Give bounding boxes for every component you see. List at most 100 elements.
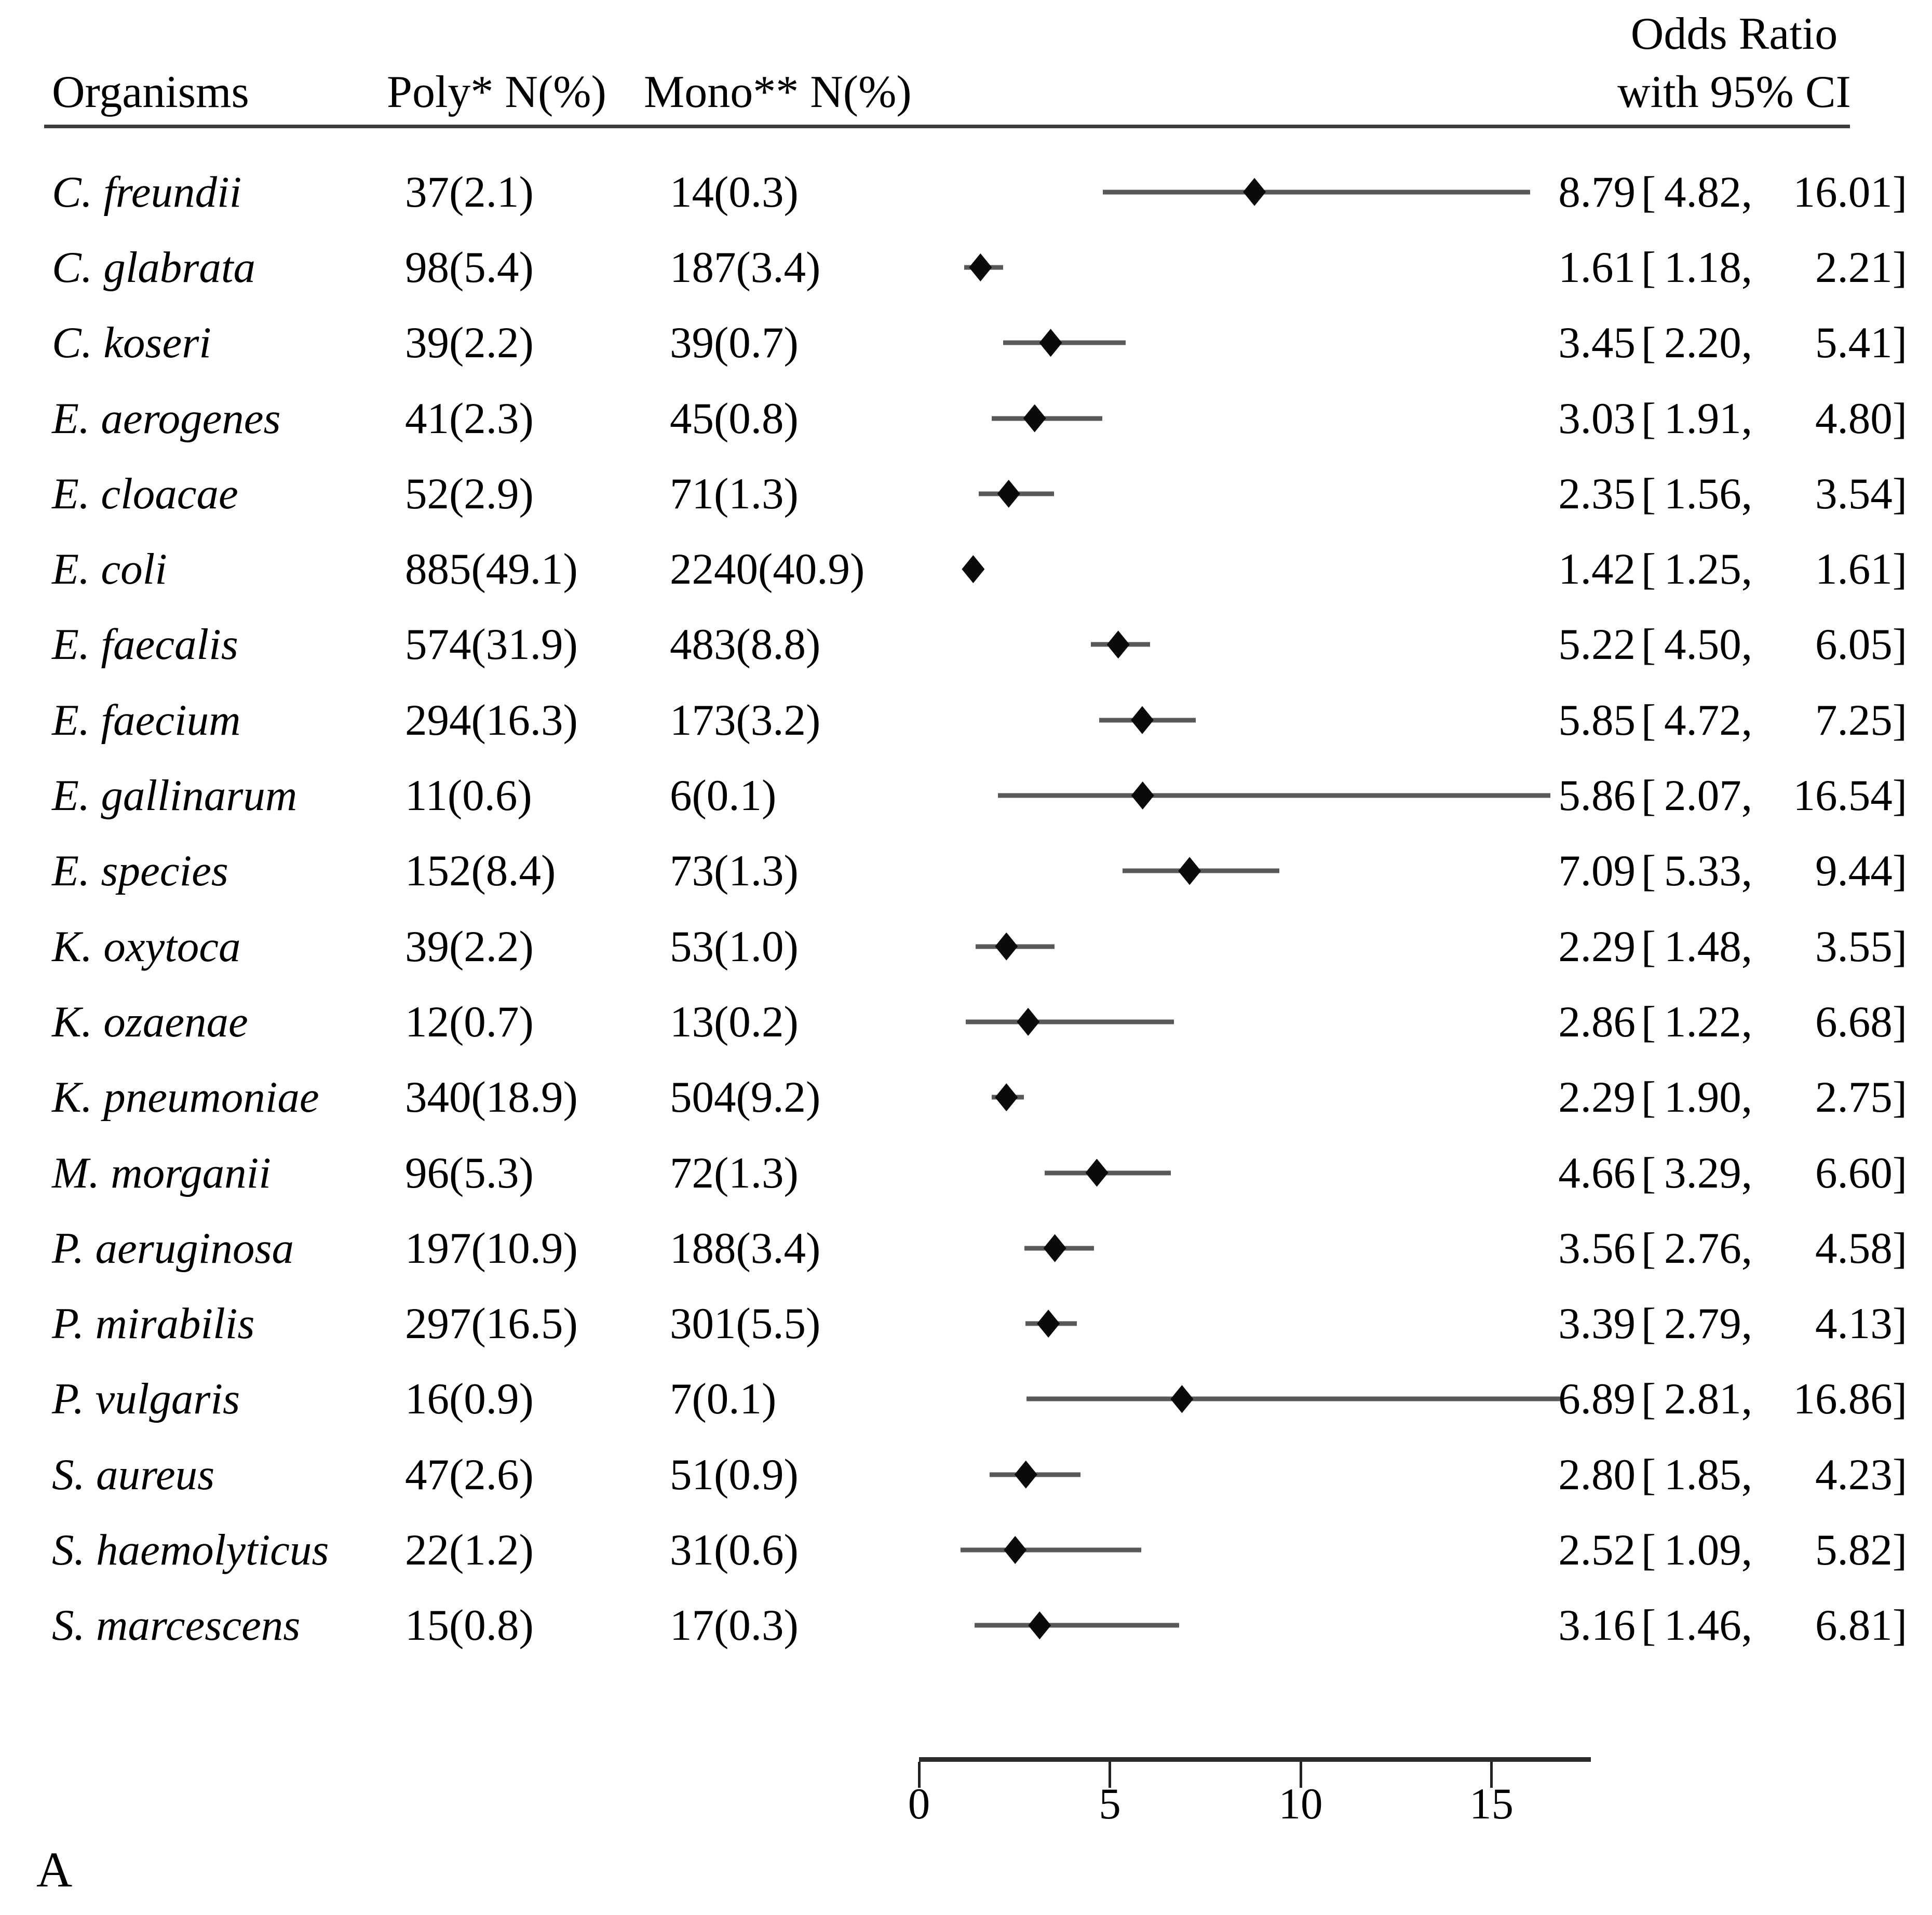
odds-ratio-value: 2.52 <box>1558 1525 1636 1574</box>
x-axis-tick <box>1299 1762 1302 1788</box>
odds-ratio-text: 2.52 [ 1.09, 5.82] <box>1558 1525 1907 1575</box>
ci-lower-bound: 2.20, <box>1664 318 1752 368</box>
ci-plot-area <box>919 1437 1615 1512</box>
odds-ratio-value: 2.86 <box>1558 997 1636 1046</box>
odds-ratio-text: 5.22 [ 4.50, 6.05] <box>1558 619 1907 670</box>
forest-row: E. coli 885(49.1) 2240(40.9) 1.42 [ 1.25… <box>0 531 1932 606</box>
poly-count: 12(0.7) <box>405 997 534 1046</box>
odds-ratio-value: 7.09 <box>1558 846 1636 896</box>
ci-upper-bound: 2.75] <box>1815 1073 1907 1122</box>
mono-count: 7(0.1) <box>670 1374 777 1424</box>
forest-row: E. faecium 294(16.3) 173(3.2) 5.85 [ 4.7… <box>0 682 1932 758</box>
ci-lower-bound: 1.48, <box>1664 922 1752 971</box>
poly-count: 37(2.1) <box>405 167 534 217</box>
ci-upper-bound: 5.41] <box>1815 318 1907 368</box>
ci-upper-bound: 9.44] <box>1815 846 1907 896</box>
poly-count: 294(16.3) <box>405 695 578 745</box>
odds-ratio-diamond-marker <box>962 555 985 584</box>
ci-lower-bound: 1.85, <box>1664 1450 1752 1499</box>
odds-ratio-value: 8.79 <box>1558 167 1636 217</box>
mono-count: 2240(40.9) <box>670 545 865 594</box>
confidence-interval-line <box>1103 190 1530 195</box>
ci-upper-bound: 7.25] <box>1815 695 1907 745</box>
organism-name: E. faecium <box>52 695 241 745</box>
x-axis-tick-label: 0 <box>908 1779 930 1828</box>
odds-ratio-text: 5.85 [ 4.72, 7.25] <box>1558 695 1907 746</box>
odds-ratio-text: 2.35 [ 1.56, 3.54] <box>1558 468 1907 519</box>
x-axis-tick <box>917 1762 921 1788</box>
odds-ratio-text: 1.61 [ 1.18, 2.21] <box>1558 242 1907 293</box>
odds-ratio-value: 3.39 <box>1558 1299 1636 1348</box>
odds-ratio-value: 2.29 <box>1558 1073 1636 1122</box>
odds-ratio-diamond-marker <box>1170 1385 1194 1413</box>
odds-ratio-text: 3.16 [ 1.46, 6.81] <box>1558 1600 1907 1651</box>
forest-rows: C. freundii 37(2.1) 14(0.3) 8.79 [ 4.82,… <box>0 154 1932 1663</box>
ci-upper-bound: 16.54] <box>1793 771 1907 820</box>
ci-lower-bound: 1.22, <box>1664 997 1752 1046</box>
poly-count: 16(0.9) <box>405 1374 534 1424</box>
organism-name: K. oxytoca <box>52 922 241 971</box>
ci-open-bracket: [ <box>1641 1374 1656 1424</box>
column-header-poly: Poly* N(%) <box>387 67 606 117</box>
odds-ratio-diamond-marker <box>1243 178 1266 206</box>
ci-open-bracket: [ <box>1641 242 1656 292</box>
odds-ratio-diamond-marker <box>997 479 1020 508</box>
odds-ratio-diamond-marker <box>1131 781 1154 810</box>
organism-name: S. aureus <box>52 1450 215 1499</box>
ci-plot-area <box>919 1361 1615 1437</box>
ci-plot-area <box>919 305 1615 381</box>
organism-name: P. aeruginosa <box>52 1223 294 1273</box>
x-axis-tick-label: 5 <box>1099 1779 1121 1828</box>
confidence-interval-line <box>998 793 1550 798</box>
odds-ratio-diamond-marker <box>995 932 1018 961</box>
ci-open-bracket: [ <box>1641 318 1656 368</box>
ci-upper-bound: 6.68] <box>1815 997 1907 1046</box>
odds-ratio-header-line2: with 95% CI <box>1617 67 1851 117</box>
odds-ratio-text: 2.29 [ 1.48, 3.55] <box>1558 921 1907 972</box>
x-axis-tick <box>1490 1762 1493 1788</box>
odds-ratio-diamond-marker <box>1023 404 1046 433</box>
organism-name: K. pneumoniae <box>52 1073 319 1122</box>
mono-count: 72(1.3) <box>670 1148 799 1197</box>
odds-ratio-text: 5.86 [ 2.07, 16.54] <box>1558 770 1907 821</box>
ci-plot-area <box>919 1588 1615 1663</box>
ci-plot-area <box>919 833 1615 909</box>
forest-row: K. oxytoca 39(2.2) 53(1.0) 2.29 [ 1.48, … <box>0 909 1932 984</box>
poly-count: 41(2.3) <box>405 394 534 443</box>
x-axis-tick-label: 15 <box>1469 1779 1514 1828</box>
ci-upper-bound: 16.01] <box>1793 167 1907 217</box>
odds-ratio-value: 5.85 <box>1558 695 1636 745</box>
odds-ratio-text: 3.03 [ 1.91, 4.80] <box>1558 393 1907 444</box>
mono-count: 73(1.3) <box>670 846 799 896</box>
ci-lower-bound: 4.50, <box>1664 620 1752 669</box>
ci-lower-bound: 4.82, <box>1664 167 1752 217</box>
odds-ratio-diamond-marker <box>1028 1611 1051 1640</box>
ci-lower-bound: 1.18, <box>1664 242 1752 292</box>
ci-plot-area <box>919 1210 1615 1286</box>
confidence-interval-line <box>1003 340 1126 345</box>
mono-count: 17(0.3) <box>670 1601 799 1650</box>
ci-open-bracket: [ <box>1641 1223 1656 1273</box>
organism-name: K. ozaenae <box>52 997 248 1046</box>
ci-open-bracket: [ <box>1641 1148 1656 1197</box>
ci-open-bracket: [ <box>1641 469 1656 518</box>
mono-count: 51(0.9) <box>670 1450 799 1499</box>
ci-plot-area <box>919 1512 1615 1587</box>
ci-upper-bound: 4.80] <box>1815 394 1907 443</box>
odds-ratio-value: 1.61 <box>1558 242 1636 292</box>
forest-row: S. haemolyticus 22(1.2) 31(0.6) 2.52 [ 1… <box>0 1512 1932 1587</box>
odds-ratio-text: 2.80 [ 1.85, 4.23] <box>1558 1449 1907 1500</box>
forest-row: P. aeruginosa 197(10.9) 188(3.4) 3.56 [ … <box>0 1210 1932 1286</box>
column-header-odds-ratio: Odds Ratio with 95% CI <box>1558 5 1911 122</box>
odds-ratio-diamond-marker <box>1085 1158 1109 1187</box>
odds-ratio-diamond-marker <box>1037 1310 1060 1338</box>
ci-plot-area <box>919 154 1615 230</box>
ci-lower-bound: 1.09, <box>1664 1525 1752 1574</box>
forest-row: S. aureus 47(2.6) 51(0.9) 2.80 [ 1.85, 4… <box>0 1437 1932 1512</box>
ci-plot-area <box>919 909 1615 984</box>
mono-count: 504(9.2) <box>670 1073 821 1122</box>
odds-ratio-value: 6.89 <box>1558 1374 1636 1424</box>
panel-label: A <box>36 1842 73 1897</box>
odds-ratio-value: 3.03 <box>1558 394 1636 443</box>
odds-ratio-diamond-marker <box>1178 857 1201 885</box>
